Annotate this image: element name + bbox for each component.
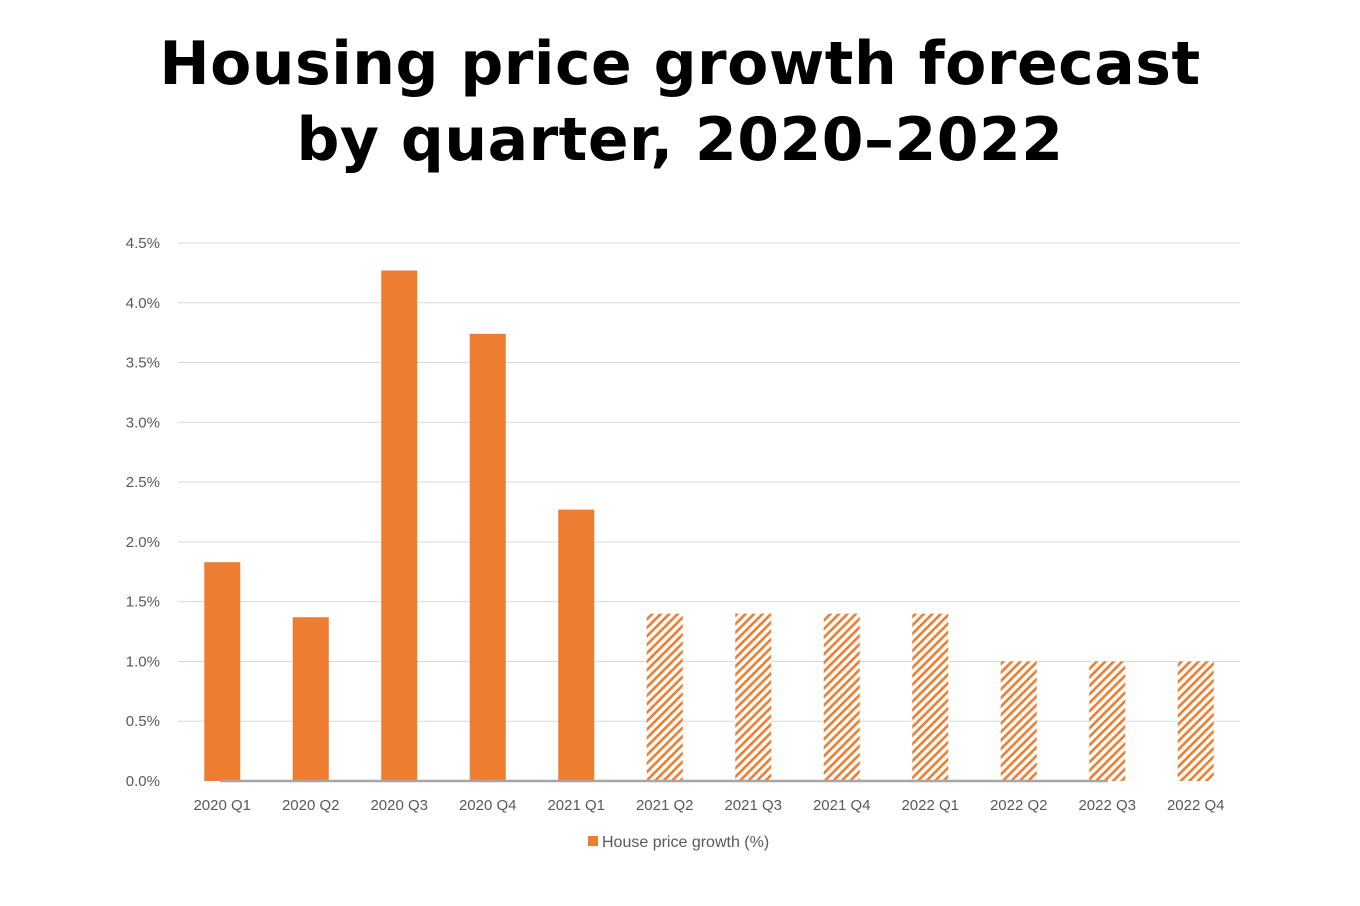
- y-axis-tick-labels: 0.0% 0.5% 1.0% 1.5% 2.0% 2.5% 3.0% 3.5% 4.0% 4.5%: [126, 235, 160, 790]
- forecast-bar: [912, 613, 949, 781]
- actual-bar: [558, 509, 595, 781]
- forecast-bar: [1177, 661, 1214, 781]
- legend: House price growth (%): [588, 834, 769, 851]
- forecast-bar: [823, 613, 860, 781]
- actual-bar: [204, 562, 241, 781]
- y-tick-label: 0.0%: [126, 773, 160, 790]
- x-tick-label: 2022 Q4: [1167, 797, 1225, 814]
- actual-bar: [381, 270, 418, 781]
- x-tick-label: 2020 Q4: [459, 797, 517, 814]
- actual-bar: [292, 617, 329, 781]
- x-tick-label: 2021 Q2: [636, 797, 694, 814]
- y-tick-label: 0.5%: [126, 713, 160, 730]
- x-axis-tick-labels: 2020 Q1 2020 Q2 2020 Q3 2020 Q4 2021 Q1 2021 …: [193, 797, 1224, 814]
- x-tick-label: 2022 Q2: [990, 797, 1048, 814]
- forecast-bar: [735, 613, 772, 781]
- legend-swatch: [588, 836, 598, 846]
- x-tick-label: 2020 Q2: [282, 797, 340, 814]
- y-tick-label: 4.5%: [126, 235, 160, 252]
- x-tick-label: 2020 Q1: [193, 797, 251, 814]
- y-tick-label: 3.0%: [126, 414, 160, 431]
- legend-label: House price growth (%): [602, 834, 769, 851]
- actual-bar: [469, 333, 506, 781]
- x-tick-label: 2021 Q3: [724, 797, 782, 814]
- x-tick-label: 2022 Q1: [901, 797, 959, 814]
- bars: [204, 270, 1214, 781]
- y-tick-label: 1.5%: [126, 594, 160, 611]
- x-tick-label: 2020 Q3: [370, 797, 428, 814]
- x-tick-label: 2021 Q4: [813, 797, 871, 814]
- forecast-bar: [646, 613, 683, 781]
- y-tick-label: 1.0%: [126, 653, 160, 670]
- forecast-bar: [1000, 661, 1037, 781]
- chart-title-line-1: Housing price growth forecast: [159, 29, 1201, 99]
- chart-title: Housing price growth forecast by quarter…: [0, 26, 1360, 178]
- x-tick-label: 2022 Q3: [1078, 797, 1136, 814]
- y-tick-label: 3.5%: [126, 355, 160, 372]
- chart-title-line-2: by quarter, 2020–2022: [296, 105, 1064, 175]
- y-tick-label: 4.0%: [126, 295, 160, 312]
- forecast-bar: [1089, 661, 1126, 781]
- x-tick-label: 2021 Q1: [547, 797, 605, 814]
- gridlines: [178, 242, 1240, 722]
- y-tick-label: 2.5%: [126, 474, 160, 491]
- y-tick-label: 2.0%: [126, 534, 160, 551]
